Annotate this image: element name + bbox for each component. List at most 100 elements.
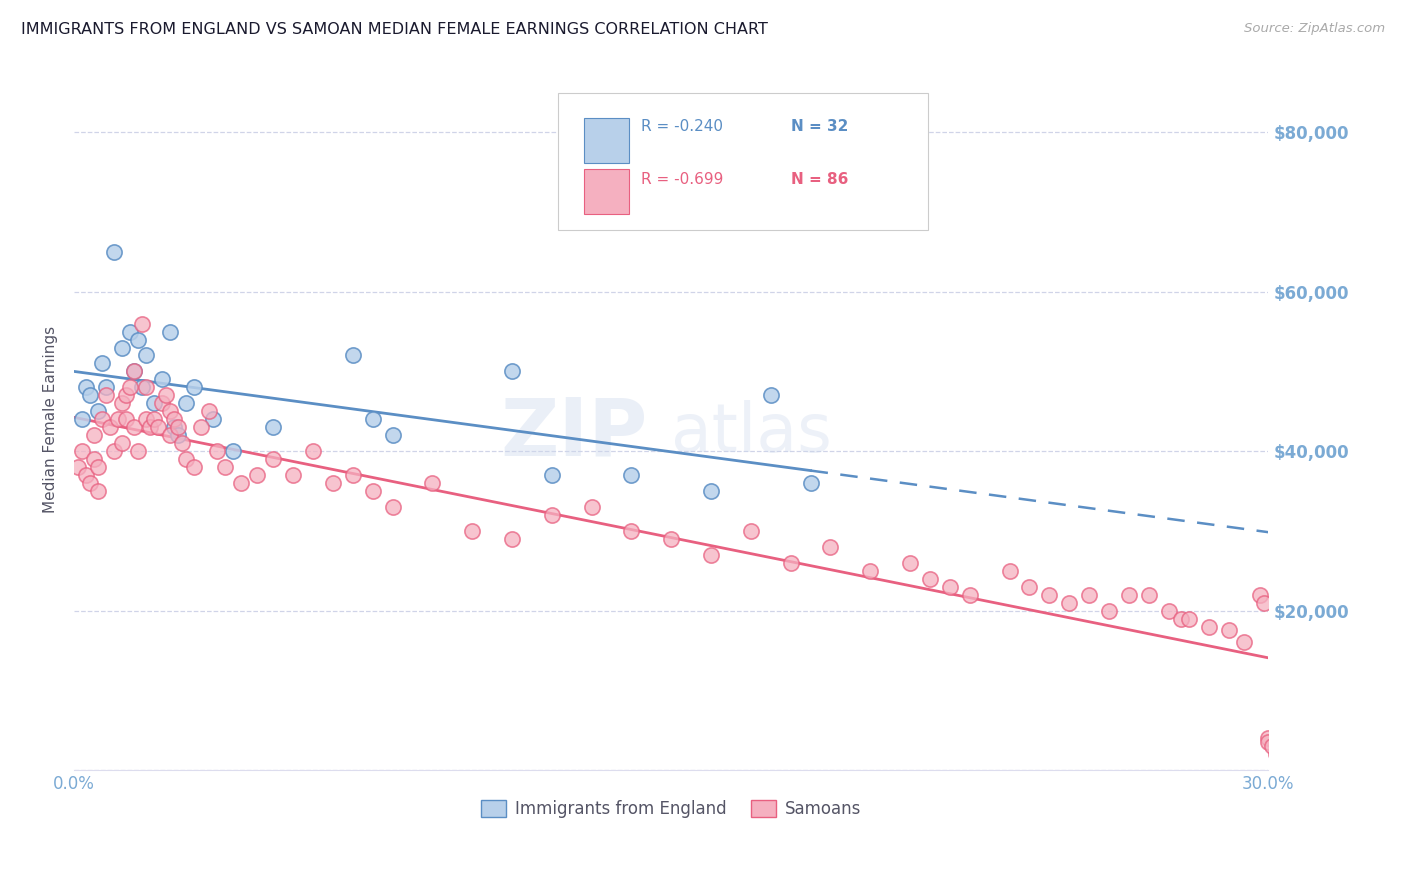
Text: R = -0.240: R = -0.240 bbox=[641, 119, 723, 134]
Text: IMMIGRANTS FROM ENGLAND VS SAMOAN MEDIAN FEMALE EARNINGS CORRELATION CHART: IMMIGRANTS FROM ENGLAND VS SAMOAN MEDIAN… bbox=[21, 22, 768, 37]
Text: R = -0.699: R = -0.699 bbox=[641, 172, 724, 187]
Point bbox=[122, 364, 145, 378]
Point bbox=[1118, 588, 1140, 602]
Point bbox=[799, 476, 821, 491]
Point bbox=[918, 572, 941, 586]
Point bbox=[620, 524, 643, 538]
Point bbox=[75, 380, 97, 394]
Point bbox=[83, 428, 105, 442]
Point bbox=[91, 356, 114, 370]
Point bbox=[262, 420, 284, 434]
Point bbox=[138, 420, 160, 434]
Point bbox=[87, 460, 110, 475]
Legend: Immigrants from England, Samoans: Immigrants from England, Samoans bbox=[475, 793, 868, 825]
Point bbox=[231, 476, 253, 491]
Point bbox=[131, 317, 153, 331]
Point bbox=[122, 420, 145, 434]
Point bbox=[700, 483, 723, 498]
Point bbox=[214, 460, 236, 475]
Point bbox=[162, 420, 184, 434]
Point bbox=[142, 396, 165, 410]
Point bbox=[1257, 731, 1279, 745]
Point bbox=[75, 468, 97, 483]
Point bbox=[111, 396, 134, 410]
Point bbox=[381, 500, 404, 514]
Point bbox=[1078, 588, 1101, 602]
Point bbox=[342, 468, 364, 483]
Point bbox=[103, 244, 125, 259]
Text: N = 86: N = 86 bbox=[790, 172, 848, 187]
Point bbox=[159, 404, 181, 418]
Point bbox=[222, 444, 245, 458]
Text: Source: ZipAtlas.com: Source: ZipAtlas.com bbox=[1244, 22, 1385, 36]
Point bbox=[202, 412, 225, 426]
Point bbox=[540, 468, 562, 483]
Point bbox=[700, 548, 723, 562]
Point bbox=[281, 468, 304, 483]
Point bbox=[87, 404, 110, 418]
Point bbox=[898, 556, 921, 570]
Point bbox=[103, 444, 125, 458]
Point bbox=[135, 380, 157, 394]
Point bbox=[159, 325, 181, 339]
Point bbox=[1261, 739, 1284, 753]
Point bbox=[207, 444, 229, 458]
Text: N = 32: N = 32 bbox=[790, 119, 848, 134]
Point bbox=[859, 564, 882, 578]
Point bbox=[540, 508, 562, 522]
Point bbox=[70, 444, 93, 458]
Point bbox=[67, 460, 90, 475]
Point bbox=[127, 444, 149, 458]
Point bbox=[159, 428, 181, 442]
Y-axis label: Median Female Earnings: Median Female Earnings bbox=[44, 326, 58, 513]
Point bbox=[1270, 751, 1292, 765]
Point bbox=[1170, 611, 1192, 625]
Point bbox=[1257, 735, 1279, 749]
Point bbox=[91, 412, 114, 426]
Point bbox=[461, 524, 484, 538]
Point bbox=[162, 412, 184, 426]
Point bbox=[302, 444, 325, 458]
Point bbox=[118, 325, 141, 339]
Point bbox=[501, 532, 523, 546]
Point bbox=[1249, 588, 1271, 602]
Point bbox=[98, 420, 121, 434]
Point bbox=[1137, 588, 1160, 602]
Point bbox=[322, 476, 344, 491]
Point bbox=[150, 372, 173, 386]
Point bbox=[142, 412, 165, 426]
Point bbox=[83, 452, 105, 467]
Point bbox=[135, 349, 157, 363]
Point bbox=[1198, 619, 1220, 633]
Point bbox=[1157, 603, 1180, 617]
Text: ZIP: ZIP bbox=[501, 394, 647, 472]
Point bbox=[118, 380, 141, 394]
Point bbox=[131, 380, 153, 394]
Point bbox=[998, 564, 1021, 578]
Point bbox=[150, 396, 173, 410]
FancyBboxPatch shape bbox=[583, 118, 630, 163]
Point bbox=[70, 412, 93, 426]
Point bbox=[155, 388, 177, 402]
Point bbox=[107, 412, 129, 426]
Point bbox=[246, 468, 269, 483]
Point bbox=[659, 532, 682, 546]
Point bbox=[115, 412, 138, 426]
Point bbox=[740, 524, 762, 538]
Point bbox=[342, 349, 364, 363]
Point bbox=[820, 540, 842, 554]
Point bbox=[361, 483, 384, 498]
Point bbox=[127, 333, 149, 347]
Point bbox=[166, 428, 188, 442]
Point bbox=[94, 380, 117, 394]
Point bbox=[620, 468, 643, 483]
Point bbox=[122, 364, 145, 378]
Point bbox=[174, 396, 197, 410]
FancyBboxPatch shape bbox=[583, 169, 630, 214]
Point bbox=[1265, 747, 1288, 761]
Point bbox=[262, 452, 284, 467]
Point bbox=[166, 420, 188, 434]
Point bbox=[361, 412, 384, 426]
Point bbox=[183, 380, 205, 394]
Point bbox=[422, 476, 444, 491]
